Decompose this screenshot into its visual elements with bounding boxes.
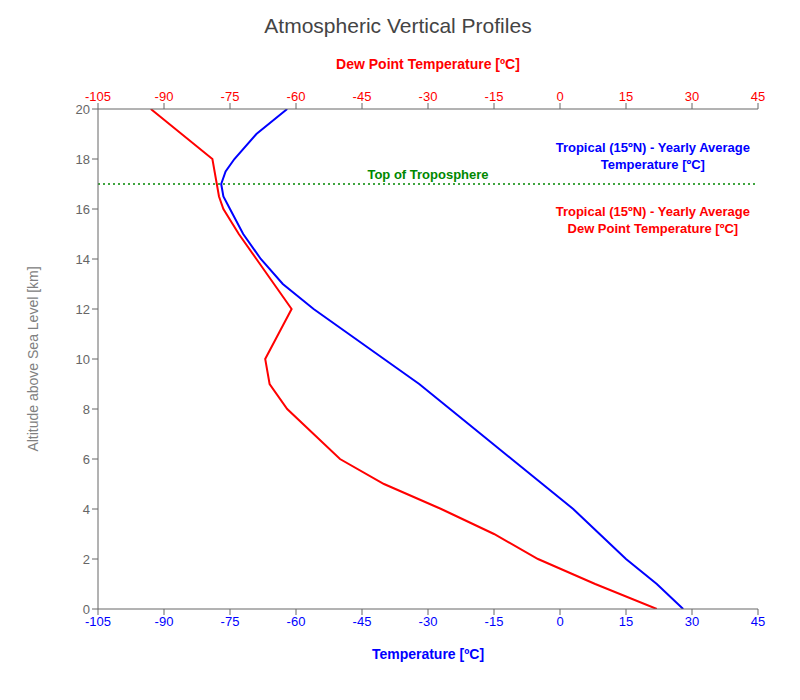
- svg-text:-75: -75: [221, 89, 240, 104]
- svg-text:Top of Troposphere: Top of Troposphere: [367, 167, 488, 182]
- svg-text:-30: -30: [419, 614, 438, 629]
- html-text:Tropical (15ºN) - Yearly Avera: Tropical (15ºN) - Yearly Average: [555, 204, 750, 219]
- svg-text:-105: -105: [85, 614, 111, 630]
- svg-text:2: 2: [83, 552, 90, 567]
- svg-text:-15: -15: [485, 614, 504, 629]
- svg-text:6: 6: [83, 452, 90, 467]
- svg-text:Temperature [ºC]: Temperature [ºC]: [372, 646, 484, 662]
- html-text:Dew Point Temperature [ºC]: Dew Point Temperature [ºC]: [567, 221, 739, 236]
- svg-text:4: 4: [83, 502, 90, 517]
- svg-text:-15: -15: [485, 89, 504, 104]
- svg-text:30: 30: [685, 614, 699, 629]
- svg-text:20: 20: [76, 102, 90, 117]
- svg-text:-60: -60: [287, 614, 306, 629]
- svg-text:12: 12: [76, 302, 90, 317]
- svg-text:-45: -45: [353, 89, 372, 104]
- html-text:Tropical (15ºN) - Yearly Avera: Tropical (15ºN) - Yearly Average: [555, 140, 750, 155]
- html-text:Temperature [ºC]: Temperature [ºC]: [600, 157, 705, 172]
- svg-text:15: 15: [619, 89, 633, 104]
- svg-text:0: 0: [83, 602, 90, 617]
- svg-text:45: 45: [751, 89, 765, 104]
- html-text:Atmospheric Vertical Profiles: Atmospheric Vertical Profiles: [264, 14, 532, 37]
- svg-text:-105: -105: [85, 89, 111, 104]
- svg-text:16: 16: [76, 202, 90, 217]
- svg-text:-30: -30: [419, 89, 438, 104]
- svg-text:15: 15: [619, 614, 633, 629]
- svg-text:-45: -45: [353, 614, 372, 629]
- svg-text:10: 10: [76, 352, 90, 367]
- svg-text:14: 14: [76, 252, 90, 267]
- svg-text:-75: -75: [221, 614, 240, 629]
- svg-text:Altitude above Sea Level [km]: Altitude above Sea Level [km]: [25, 266, 41, 451]
- svg-text:-60: -60: [287, 89, 306, 104]
- svg-text:Dew Point Temperature [ºC]: Dew Point Temperature [ºC]: [336, 56, 520, 72]
- svg-text:30: 30: [685, 89, 699, 104]
- svg-text:-90: -90: [155, 89, 174, 104]
- svg-text:0: 0: [556, 89, 563, 104]
- svg-text:0: 0: [556, 614, 563, 629]
- svg-text:8: 8: [83, 402, 90, 417]
- svg-text:-90: -90: [155, 614, 174, 629]
- svg-text:45: 45: [751, 614, 765, 629]
- svg-text:18: 18: [76, 152, 90, 167]
